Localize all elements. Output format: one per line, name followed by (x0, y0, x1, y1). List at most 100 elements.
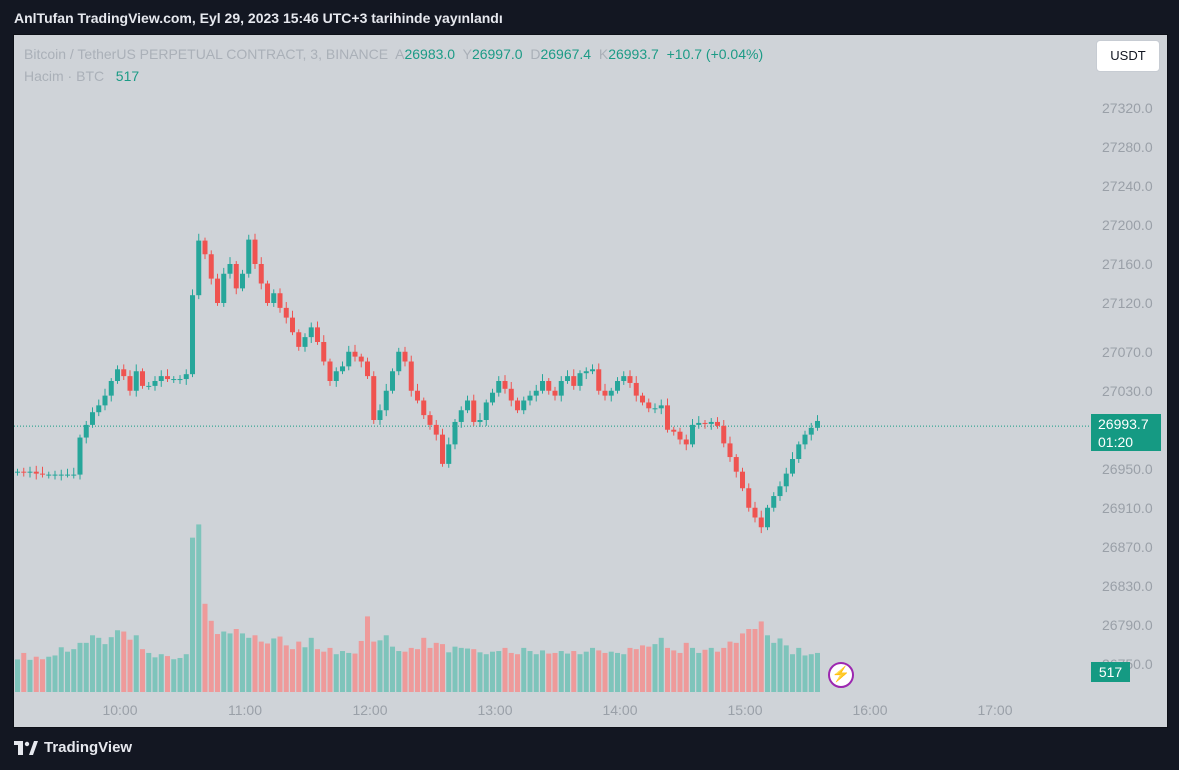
volume-bar (746, 629, 752, 692)
symbol-title[interactable]: Bitcoin / TetherUS PERPETUAL CONTRACT, 3… (24, 46, 389, 62)
candle-body (490, 392, 495, 403)
candle-body (533, 390, 539, 396)
candlestick-chart[interactable]: 27320.0 27280.0 27240.0 27200.0 27160.0 27120… (14, 35, 1167, 727)
volume-bar (658, 637, 664, 692)
candle-body (496, 381, 502, 393)
candle-body (115, 369, 120, 381)
candle-body (446, 444, 452, 464)
candle-body (802, 434, 808, 445)
lightning-icon[interactable]: ⚡ (828, 662, 854, 688)
close-value: 26993.7 (608, 46, 659, 62)
volume-bar (265, 643, 270, 692)
candle-body (396, 351, 402, 372)
candle-body (602, 390, 608, 396)
candle-body (483, 402, 489, 420)
candle-body (96, 405, 102, 413)
volume-bar (27, 659, 33, 692)
volume-bar (765, 635, 770, 692)
volume-bar (227, 633, 233, 692)
candle-body (658, 405, 664, 409)
chart-pane[interactable]: 27320.0 27280.0 27240.0 27200.0 27160.0 27120… (13, 34, 1168, 728)
candle-body (202, 240, 208, 255)
candle-body (621, 376, 627, 381)
volume-bar (433, 642, 439, 692)
candle-body (577, 373, 583, 386)
volume-bar (15, 659, 20, 692)
volume-bar (790, 654, 795, 692)
volume-bar (740, 633, 745, 692)
volume-bar (383, 635, 389, 692)
volume-bar (721, 647, 727, 692)
volume-tag: 517 (1091, 662, 1130, 682)
high-label: Y (462, 46, 472, 62)
x-tick-label: 15:00 (727, 702, 762, 718)
candle-body (215, 278, 220, 303)
candle-body (171, 379, 177, 381)
open-value: 26983.0 (404, 46, 456, 62)
candle-body (596, 369, 602, 391)
volume-bar (621, 654, 627, 692)
candle-body (427, 415, 433, 425)
volume-bar (702, 649, 708, 692)
candle-body (90, 412, 95, 425)
volume-bar (290, 649, 295, 692)
candle-body (565, 376, 570, 381)
volume-bar (302, 647, 308, 692)
candle-body (471, 400, 477, 422)
volume-bar (121, 631, 127, 692)
bar-countdown: 01:20 (1098, 434, 1134, 450)
candle-body (290, 317, 295, 333)
candle-body (140, 371, 145, 386)
candle-body (302, 337, 308, 347)
y-tick-label: 26790.0 (1102, 617, 1153, 633)
volume-bar (483, 654, 489, 692)
candle-body (671, 429, 677, 432)
volume-bar (465, 648, 470, 692)
candle-body (758, 517, 764, 528)
volume-bar (58, 647, 64, 692)
candle-body (815, 420, 820, 428)
candle-body (108, 381, 114, 396)
candle-body (440, 434, 445, 464)
candle-body (690, 424, 695, 445)
volume-bar (690, 647, 695, 692)
volume-bar (815, 652, 820, 692)
volume-bar (215, 634, 220, 692)
candle-body (277, 293, 283, 308)
volume-bar (777, 638, 783, 692)
candle-body (646, 402, 652, 409)
candle-body (102, 395, 108, 406)
candle-body (190, 295, 195, 375)
y-tick-label: 26870.0 (1102, 539, 1153, 555)
volume-bar (546, 653, 552, 692)
volume-bar (452, 646, 458, 692)
candle-body (558, 381, 564, 396)
candle-body (708, 421, 714, 424)
candle-body (402, 351, 408, 362)
volume-label[interactable]: Hacim · BTC (24, 68, 105, 84)
volume-bar (796, 647, 802, 692)
open-label: A (395, 46, 405, 62)
candle-body (146, 385, 152, 387)
volume-bar (565, 653, 570, 692)
volume-bar (602, 652, 608, 692)
candle-body (65, 474, 70, 476)
volume-bar (496, 651, 502, 692)
candle-body (608, 390, 614, 396)
currency-button[interactable]: USDT (1096, 40, 1160, 72)
x-tick-label: 13:00 (477, 702, 512, 718)
volume-bar (508, 652, 514, 692)
volume-bar (371, 641, 377, 692)
volume-bar (83, 642, 89, 692)
volume-bar (321, 651, 327, 692)
candle-body (233, 264, 239, 289)
candle-body (627, 376, 633, 383)
volume-bar (358, 640, 364, 692)
volume-bar (252, 635, 258, 692)
volume-bar (577, 654, 583, 692)
candle-body (633, 382, 639, 396)
volume-bar (152, 657, 158, 692)
volume-bar (527, 651, 533, 692)
y-tick-label: 26910.0 (1102, 500, 1153, 516)
candle-body (415, 390, 420, 401)
